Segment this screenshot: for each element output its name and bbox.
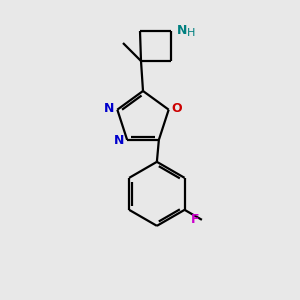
Text: H: H [187,28,195,38]
Text: N: N [114,134,124,147]
Text: N: N [177,25,187,38]
Text: O: O [171,102,182,115]
Text: N: N [104,102,115,115]
Text: F: F [191,213,199,226]
